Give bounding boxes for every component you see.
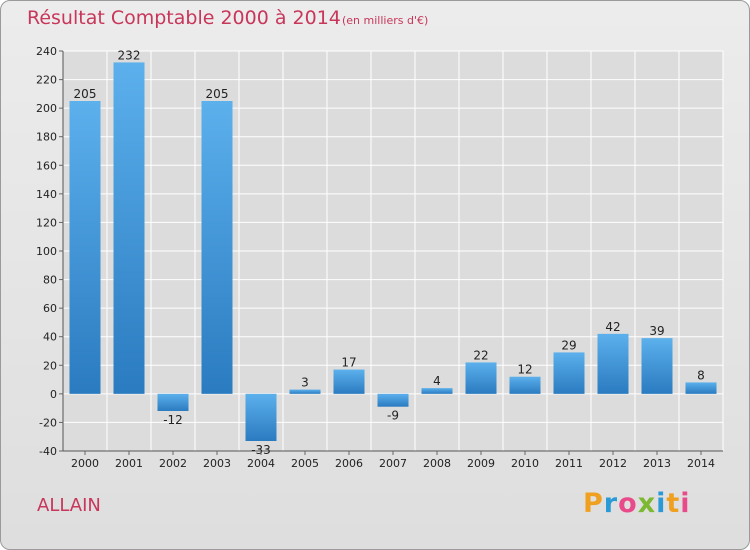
bar-value-label: 42 — [605, 320, 620, 334]
x-tick-label: 2004 — [247, 457, 275, 470]
y-tick-label: 160 — [36, 159, 57, 172]
bar — [597, 333, 629, 394]
bar — [289, 389, 321, 394]
bar — [553, 352, 585, 394]
bar — [333, 369, 365, 394]
bar-value-label: 4 — [433, 374, 441, 388]
bar-value-label: 39 — [649, 324, 664, 338]
y-tick-label: 80 — [43, 274, 57, 287]
bar-value-label: 3 — [301, 376, 309, 390]
x-tick-label: 2009 — [467, 457, 495, 470]
x-tick-label: 2014 — [687, 457, 715, 470]
y-tick-label: 220 — [36, 74, 57, 87]
chart-subtitle: (en milliers d'€) — [342, 14, 429, 27]
y-tick-label: 120 — [36, 216, 57, 229]
bar-value-label: 29 — [561, 338, 576, 352]
logo-letter: r — [603, 488, 619, 519]
y-tick-label: 0 — [50, 388, 57, 401]
y-tick-label: 200 — [36, 102, 57, 115]
logo-letter: i — [656, 488, 667, 519]
y-tick-label: 240 — [36, 45, 57, 58]
bar-value-label: 205 — [206, 87, 229, 101]
logo-letter: P — [583, 488, 604, 519]
x-tick-label: 2010 — [511, 457, 539, 470]
commune-name: ALLAIN — [37, 495, 101, 516]
x-tick-label: 2008 — [423, 457, 451, 470]
x-tick-label: 2012 — [599, 457, 627, 470]
y-tick-label: 180 — [36, 131, 57, 144]
y-tick-label: -40 — [39, 445, 57, 458]
bar — [685, 382, 717, 394]
bar-value-label: -33 — [251, 443, 271, 457]
x-tick-label: 2006 — [335, 457, 363, 470]
bar-value-label: 8 — [697, 368, 705, 382]
bar — [509, 376, 541, 394]
y-tick-label: -20 — [39, 416, 57, 429]
bar — [69, 101, 101, 394]
chart-title: Résultat Comptable 2000 à 2014 — [27, 7, 341, 29]
bar — [201, 101, 233, 394]
bar — [465, 362, 497, 394]
logo-letter: o — [618, 488, 638, 519]
x-tick-label: 2013 — [643, 457, 671, 470]
bar — [113, 62, 145, 394]
bar-value-label: 22 — [473, 348, 488, 362]
bar — [641, 338, 673, 394]
y-tick-label: 40 — [43, 331, 57, 344]
x-tick-label: 2001 — [115, 457, 143, 470]
logo-letter: t — [666, 488, 681, 519]
bar-value-label: 17 — [341, 356, 356, 370]
bar-value-label: -12 — [163, 413, 183, 427]
bar-value-label: 232 — [118, 48, 141, 62]
bar-value-label: 205 — [74, 87, 97, 101]
x-tick-label: 2000 — [71, 457, 99, 470]
bar — [157, 393, 189, 411]
x-tick-label: 2011 — [555, 457, 583, 470]
bar-value-label: 12 — [517, 363, 532, 377]
bar — [245, 393, 277, 441]
x-tick-label: 2002 — [159, 457, 187, 470]
logo-letter: i — [680, 488, 691, 519]
x-tick-label: 2005 — [291, 457, 319, 470]
bar — [421, 388, 453, 394]
y-tick-label: 100 — [36, 245, 57, 258]
bar — [377, 393, 409, 407]
x-tick-label: 2007 — [379, 457, 407, 470]
bar-value-label: -9 — [387, 409, 399, 423]
logo-letter: x — [637, 488, 657, 519]
proxiti-logo: Proxiti — [583, 488, 691, 519]
x-tick-label: 2003 — [203, 457, 231, 470]
y-tick-label: 60 — [43, 302, 57, 315]
y-tick-label: 20 — [43, 359, 57, 372]
y-tick-label: 140 — [36, 188, 57, 201]
